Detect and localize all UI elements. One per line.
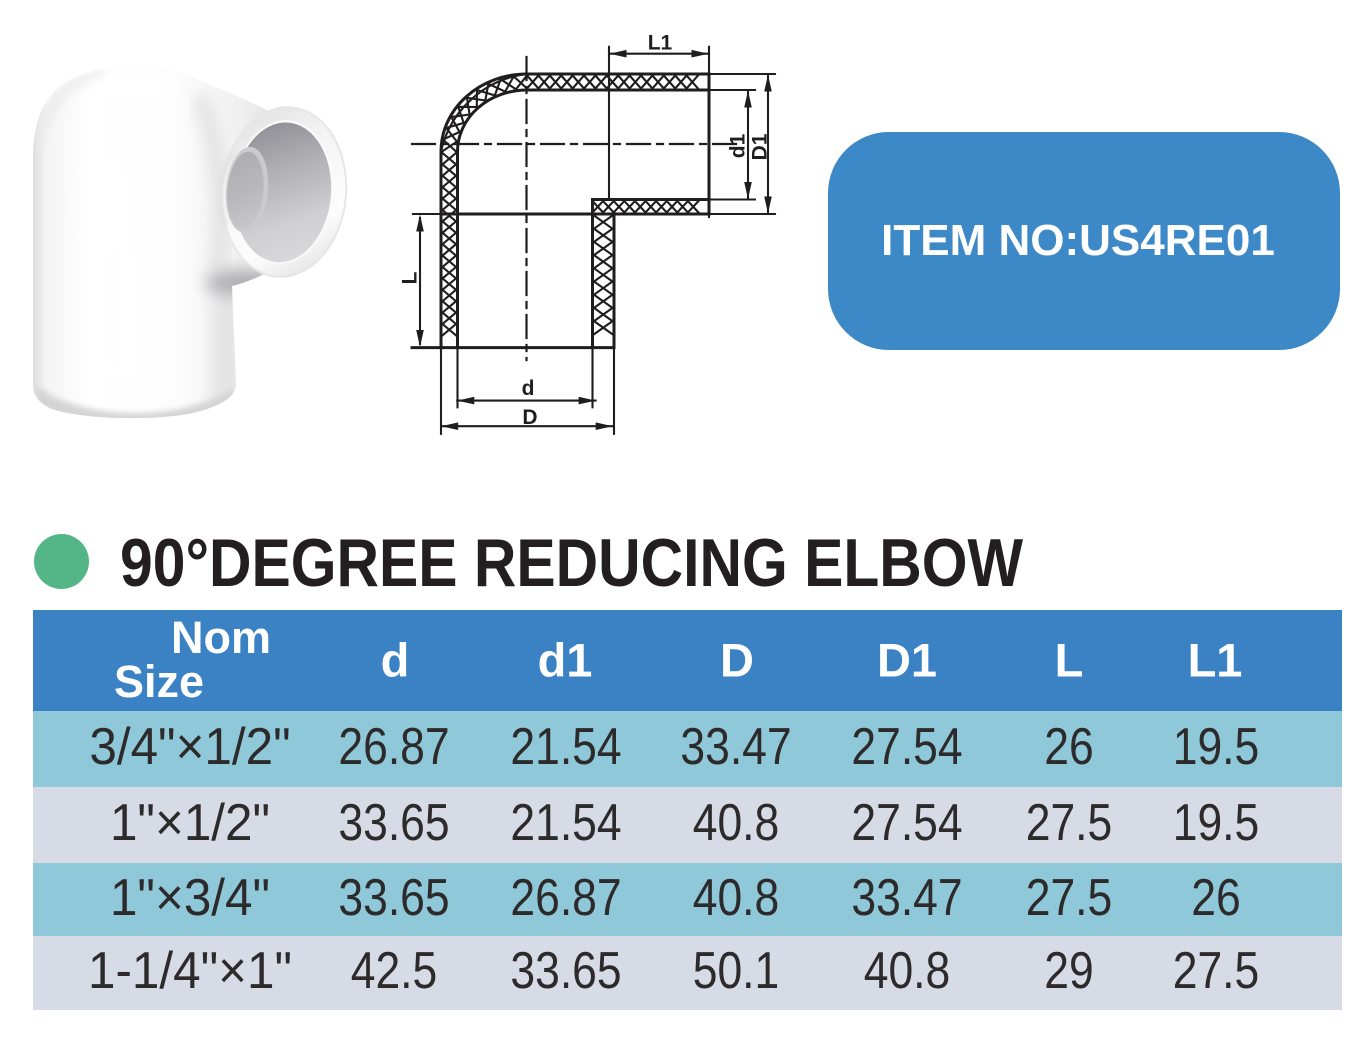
svg-text:D1: D1 [749,133,772,160]
svg-text:d1: d1 [727,133,750,158]
svg-text:L: L [399,271,422,284]
svg-text:D: D [522,406,537,429]
svg-text:d: d [522,377,535,400]
svg-text:L1: L1 [648,32,673,55]
